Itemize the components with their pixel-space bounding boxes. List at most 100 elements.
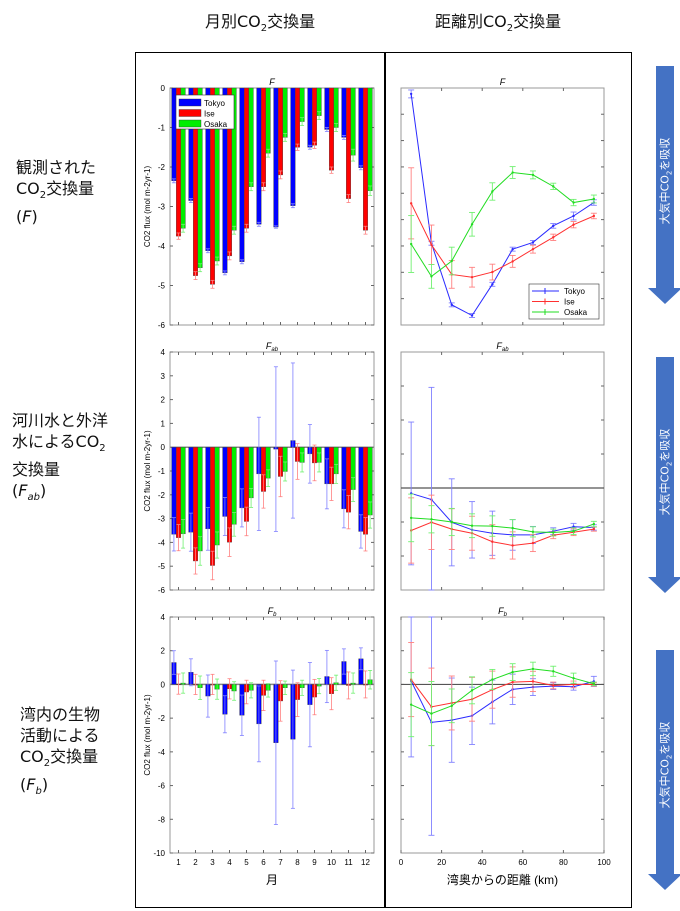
chart-5: Fb 0 20 40 60 80 100 湾奥からの距離 (km) [399, 606, 611, 887]
data-point [430, 243, 433, 247]
data-point [430, 712, 433, 715]
row-label-observed: 観測された CO2交換量 (F) [16, 157, 96, 227]
bar-ise [346, 87, 351, 199]
x-tick-label: 3 [210, 858, 215, 867]
data-point [552, 531, 555, 534]
chart-title: Fb [268, 606, 278, 618]
legend-label: Osaka [204, 120, 228, 129]
row-label-text: 交換量 [46, 179, 95, 198]
row-label-line: 湾内の生物 [20, 705, 101, 724]
x-axis-label: 月 [266, 873, 278, 887]
data-point [450, 259, 453, 263]
x-tick-label: 5 [244, 858, 249, 867]
bar-osaka [299, 87, 305, 122]
x-tick-label: 8 [295, 858, 300, 867]
plot-area [400, 616, 605, 854]
header-text: 交換量 [513, 12, 562, 31]
plot-area [169, 616, 375, 854]
data-point [511, 670, 514, 674]
row-label-line: 河川水と外洋 [12, 411, 109, 430]
arrow-head-icon [648, 288, 680, 304]
y-tick-label: -4 [158, 538, 166, 547]
data-point [491, 540, 494, 543]
row-label-sub: 2 [99, 443, 106, 455]
data-point [491, 283, 494, 286]
y-tick-label: 4 [161, 613, 166, 622]
data-point [511, 526, 514, 530]
x-tick-label: 20 [437, 858, 446, 867]
data-point [491, 678, 494, 681]
bar-ise [244, 87, 249, 229]
data-point [409, 516, 413, 520]
y-tick-label: -6 [158, 321, 166, 330]
bar-tokyo [324, 87, 330, 130]
y-tick-label: -5 [158, 282, 166, 291]
bar-tokyo [171, 87, 177, 182]
plot-area [169, 351, 375, 591]
legend-swatch [178, 119, 202, 128]
data-point [531, 667, 535, 671]
bar-ise [261, 87, 266, 187]
absorb-arrow-3: 大気中CO2を吸収 [648, 650, 680, 890]
y-tick-label: 4 [161, 348, 166, 357]
y-axis-label: CO2 flux (mol m-2yr-1) [143, 430, 152, 512]
data-point [450, 520, 453, 524]
row-label-fb: 湾内の生物 活動による CO2交換量 (Fb) [20, 704, 100, 802]
x-tick-label: 6 [261, 858, 266, 867]
header-monthly: 月別CO2交換量 [205, 8, 315, 34]
header-text: 距離別CO [435, 12, 507, 31]
data-point [592, 682, 596, 685]
data-point [511, 544, 514, 547]
bar-tokyo [307, 87, 313, 148]
data-point [531, 173, 535, 177]
y-tick-label: -2 [158, 491, 166, 500]
y-tick-label: 0 [161, 443, 166, 452]
row-label-sub: 2 [43, 758, 51, 770]
x-tick-label: 80 [559, 858, 568, 867]
data-point [511, 680, 514, 684]
data-point [572, 201, 575, 204]
data-point [491, 190, 494, 193]
data-point [470, 524, 474, 527]
bar-osaka [214, 447, 220, 546]
y-tick-label: 0 [161, 84, 166, 93]
x-tick-label: 12 [361, 858, 370, 867]
y-tick-label: -3 [158, 203, 166, 212]
row-label-text: 水によるCO [12, 432, 100, 451]
bar-osaka [197, 447, 203, 552]
row-label-line: 活動による [20, 726, 100, 745]
bar-ise [193, 447, 198, 562]
x-tick-label: 7 [278, 858, 283, 867]
y-axis-label: CO2 flux (mol m-2yr-1) [143, 694, 152, 776]
column-divider [384, 52, 386, 908]
symbol-sub: ab [27, 492, 40, 504]
data-point [511, 260, 514, 263]
figure-frame [135, 52, 632, 908]
bar-tokyo [273, 87, 279, 228]
data-point [592, 214, 596, 218]
data-point [592, 527, 596, 531]
row-label-fab: 河川水と外洋 水によるCO2 交換量 (Fab) [12, 410, 108, 508]
header-sub: 2 [260, 23, 268, 35]
data-point [531, 680, 535, 683]
y-tick-label: 1 [161, 419, 166, 428]
data-point [572, 683, 575, 686]
bar-osaka [350, 87, 356, 156]
x-tick-label: 10 [327, 858, 336, 867]
legend-label: Osaka [564, 308, 588, 317]
y-tick-label: -4 [158, 748, 166, 757]
x-tick-label: 9 [312, 858, 317, 867]
arrow-head-icon [648, 874, 680, 890]
plot-area [400, 351, 605, 591]
x-tick-label: 100 [597, 858, 611, 867]
data-point [572, 676, 575, 680]
data-point [430, 518, 433, 521]
series-line-osaka [411, 517, 595, 534]
bar-tokyo [341, 87, 347, 138]
symbol-text: F [22, 207, 32, 227]
data-point [592, 197, 596, 201]
row-label-line: 交換量 [12, 460, 61, 480]
y-tick-label: -4 [158, 242, 166, 251]
data-point [592, 522, 596, 526]
